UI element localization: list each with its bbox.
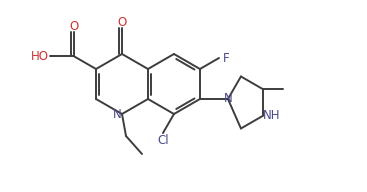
Text: NH: NH bbox=[263, 109, 280, 122]
Text: N: N bbox=[113, 108, 121, 121]
Text: F: F bbox=[223, 51, 229, 65]
Text: O: O bbox=[69, 20, 78, 32]
Text: N: N bbox=[224, 92, 232, 104]
Text: Cl: Cl bbox=[157, 134, 169, 146]
Text: O: O bbox=[117, 16, 127, 28]
Text: HO: HO bbox=[30, 50, 48, 63]
